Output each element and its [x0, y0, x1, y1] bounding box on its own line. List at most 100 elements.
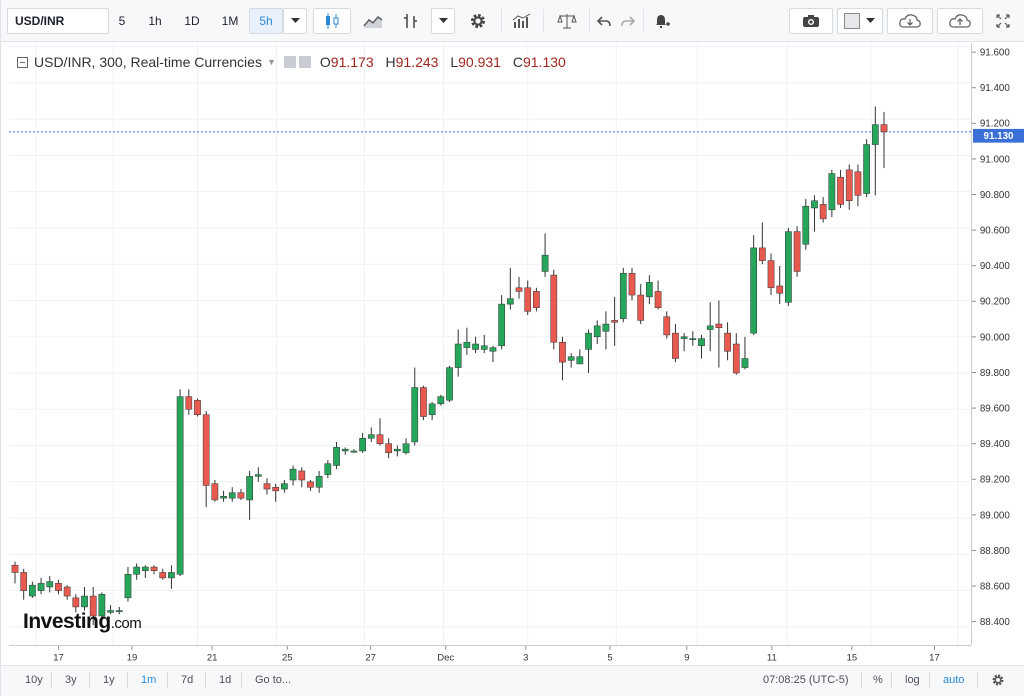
candle-body — [472, 343, 479, 350]
candle-body — [732, 343, 740, 374]
fullscreen-button[interactable] — [989, 8, 1017, 34]
candle — [819, 197, 827, 223]
candle-body — [463, 341, 471, 348]
price-chart[interactable] — [9, 43, 971, 645]
candle-body — [107, 610, 114, 613]
candle-body — [793, 231, 801, 272]
line-style-button[interactable] — [353, 8, 393, 34]
interval-dropdown-button[interactable] — [283, 8, 307, 34]
undo-button[interactable] — [593, 8, 615, 34]
compare-button[interactable] — [549, 8, 585, 34]
candle — [55, 579, 62, 595]
last-price-label: 91.130 — [972, 128, 1024, 143]
hide-series-icon[interactable] — [283, 56, 296, 68]
symbol-search-input[interactable]: USD/INR — [7, 8, 109, 34]
x-tick-label: 15 — [847, 652, 858, 663]
series-settings-icon[interactable] — [298, 56, 311, 68]
redo-icon — [621, 16, 635, 27]
goto-button[interactable]: Go to... — [255, 674, 292, 686]
theme-button[interactable] — [837, 8, 883, 34]
candle — [72, 594, 80, 613]
logo-suffix: .com — [110, 615, 142, 632]
candle-body — [202, 414, 210, 486]
interval-1m[interactable]: 1M — [221, 14, 239, 28]
candle — [646, 275, 653, 305]
candle-body — [698, 338, 705, 347]
chart-style-button[interactable] — [313, 8, 351, 34]
interval-5[interactable]: 5 — [118, 14, 126, 28]
candles-icon — [326, 13, 339, 29]
range-10y[interactable]: 10y — [25, 674, 43, 686]
candle-body — [333, 447, 340, 466]
candle — [880, 111, 888, 169]
candle — [576, 349, 584, 365]
candle — [541, 233, 549, 277]
logo-text: Investing — [23, 610, 111, 633]
auto-scale-toggle[interactable]: auto — [943, 674, 965, 686]
interval-1d[interactable]: 1D — [184, 14, 200, 28]
candle — [724, 322, 731, 361]
chevron-down-icon[interactable]: ▼ — [266, 57, 276, 67]
y-tick-label: 90.000 — [980, 332, 1011, 343]
candle — [854, 164, 862, 207]
candle-body — [454, 343, 462, 368]
candle-body — [246, 476, 253, 501]
candle-body — [854, 171, 862, 196]
x-tick-label: 25 — [282, 652, 293, 663]
x-tick-label: 27 — [365, 652, 376, 663]
candle — [637, 284, 645, 325]
load-chart-button[interactable] — [887, 8, 933, 34]
indicators-dropdown-button[interactable] — [431, 8, 455, 34]
candle-body — [289, 468, 297, 481]
redo-button[interactable] — [617, 8, 639, 34]
legend-title[interactable]: USD/INR, 300, Real-time Currencies — [34, 54, 262, 70]
alert-button[interactable] — [647, 8, 677, 34]
indicators-button[interactable] — [395, 8, 427, 34]
settings-button[interactable] — [461, 8, 495, 34]
range-1m[interactable]: 1m — [141, 674, 157, 686]
candle-body — [871, 124, 879, 145]
collapse-legend-icon[interactable] — [17, 56, 28, 68]
candle-body — [63, 586, 71, 597]
svg-text:91.130: 91.130 — [984, 131, 1015, 142]
range-3y[interactable]: 3y — [65, 674, 77, 686]
theme-icon — [844, 13, 860, 29]
legend-open-label: O — [319, 54, 331, 70]
candle — [628, 267, 636, 301]
time-axis[interactable]: 17 19 21 25 27 Dec 3 5 9 11 15 17 — [9, 645, 971, 665]
candle — [376, 418, 384, 446]
price-axis[interactable]: 91.600 91.400 91.200 91.000 90.800 90.600 90.4… — [971, 43, 1024, 645]
interval-1h[interactable]: 1h — [148, 14, 162, 28]
y-tick-label: 91.000 — [980, 154, 1011, 165]
x-tick-label: 19 — [127, 652, 138, 663]
candle-body — [20, 572, 28, 591]
candle — [463, 327, 471, 355]
candle-body — [298, 470, 306, 481]
y-tick-label: 89.000 — [980, 510, 1011, 521]
candle — [185, 389, 193, 415]
candle-body — [498, 303, 505, 347]
range-1d[interactable]: 1d — [219, 674, 232, 686]
candle-body — [115, 610, 123, 612]
candle-body — [680, 336, 688, 339]
candle-body — [55, 583, 62, 591]
chart-templates-button[interactable] — [505, 8, 539, 34]
candle-body — [394, 448, 401, 452]
clock-timezone[interactable]: 07:08:25 (UTC-5) — [763, 674, 849, 686]
chart-settings-button[interactable] — [985, 670, 1011, 690]
log-toggle[interactable]: log — [905, 674, 920, 686]
candle — [741, 336, 749, 370]
screenshot-button[interactable] — [789, 8, 833, 34]
line-style-icon — [363, 15, 383, 28]
candle-body — [341, 448, 349, 452]
candle — [619, 267, 627, 323]
candle-body — [376, 434, 384, 444]
interval-5h[interactable]: 5h — [249, 8, 283, 34]
candle — [420, 385, 427, 421]
range-7d[interactable]: 7d — [181, 674, 194, 686]
save-chart-button[interactable] — [937, 8, 983, 34]
candle-body — [741, 358, 749, 368]
range-1y[interactable]: 1y — [103, 674, 115, 686]
indicators-icon — [404, 14, 417, 28]
percent-toggle[interactable]: % — [873, 674, 883, 686]
